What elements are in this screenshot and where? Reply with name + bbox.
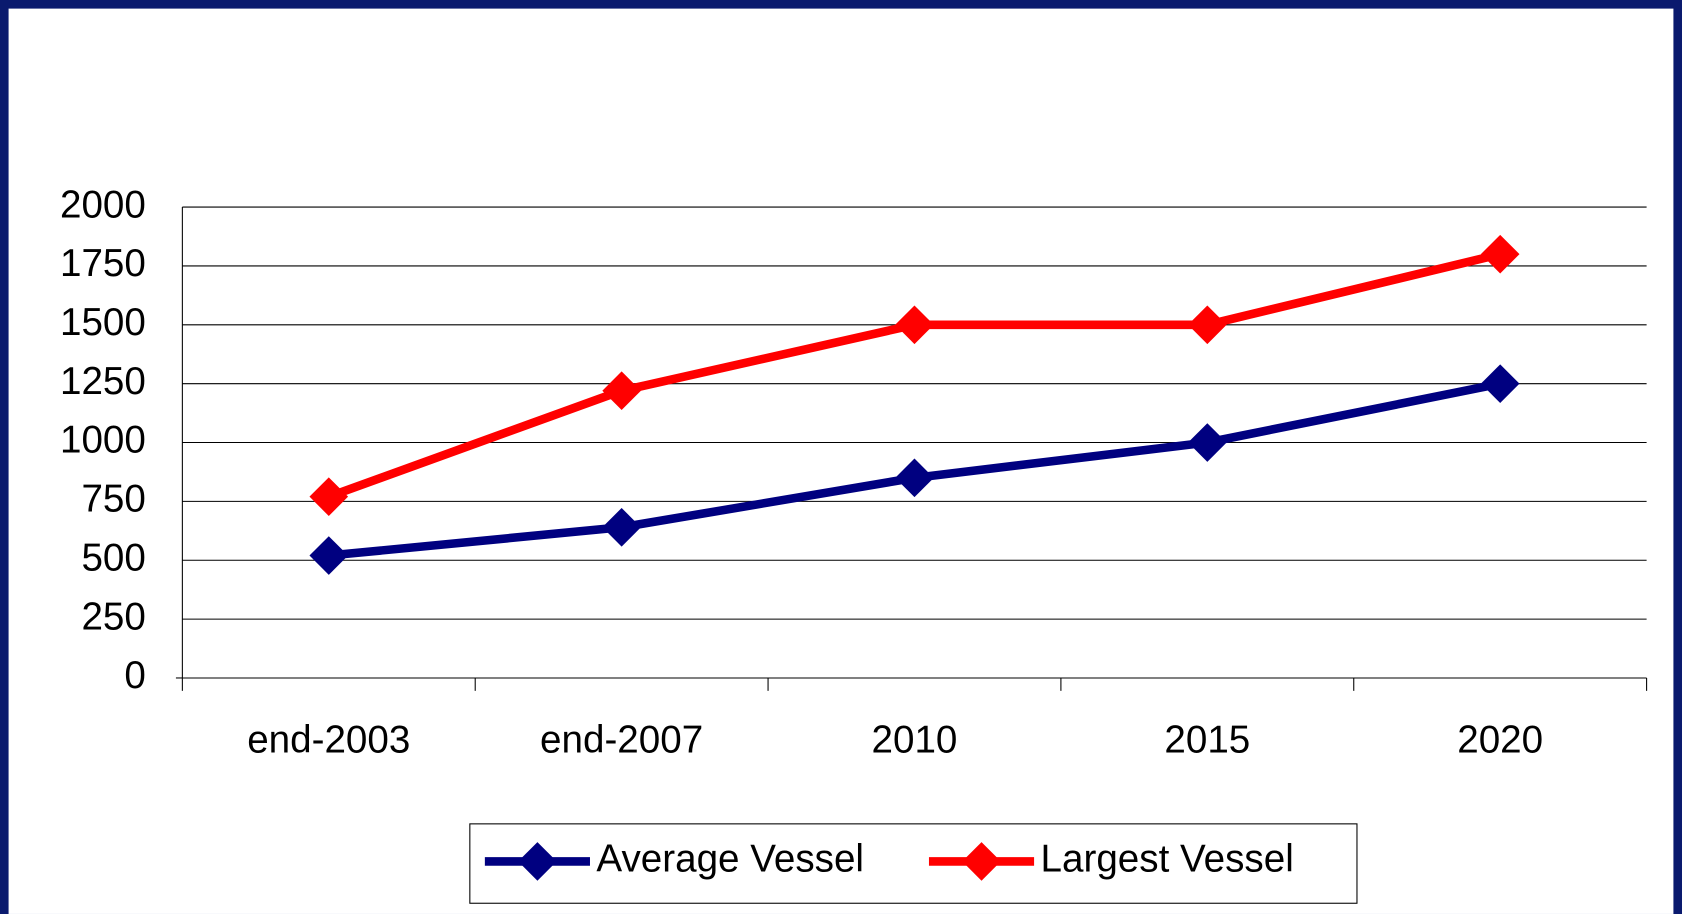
y-tick-label: 2000: [60, 183, 146, 226]
data-point: [895, 305, 934, 345]
legend-box: [469, 823, 1358, 904]
data-point: [309, 536, 349, 575]
x-tick-label: 2010: [872, 719, 958, 762]
x-tick-label: 2015: [1164, 719, 1250, 762]
data-point: [1188, 305, 1227, 345]
data-point: [602, 371, 641, 411]
legend-label: Average Vessel: [596, 838, 864, 881]
x-tick-label: end-2007: [540, 719, 703, 762]
x-tick-label: end-2003: [247, 719, 410, 762]
data-point: [309, 477, 349, 516]
legend-marker: [962, 842, 1001, 881]
y-tick-label: 0: [124, 654, 145, 697]
data-point: [895, 458, 934, 498]
chart-background: [8, 8, 1674, 914]
data-point: [1480, 364, 1520, 403]
y-tick-label: 1500: [60, 301, 146, 344]
x-tick-label: 2020: [1457, 719, 1543, 762]
y-tick-label: 1000: [60, 419, 146, 462]
y-tick-label: 750: [81, 478, 145, 521]
y-tick-label: 250: [81, 595, 145, 638]
y-tick-label: 500: [81, 536, 145, 579]
data-point: [602, 507, 641, 547]
legend-label: Largest Vessel: [1041, 838, 1294, 881]
y-tick-label: 1750: [60, 242, 146, 285]
y-tick-label: 1250: [60, 360, 146, 403]
